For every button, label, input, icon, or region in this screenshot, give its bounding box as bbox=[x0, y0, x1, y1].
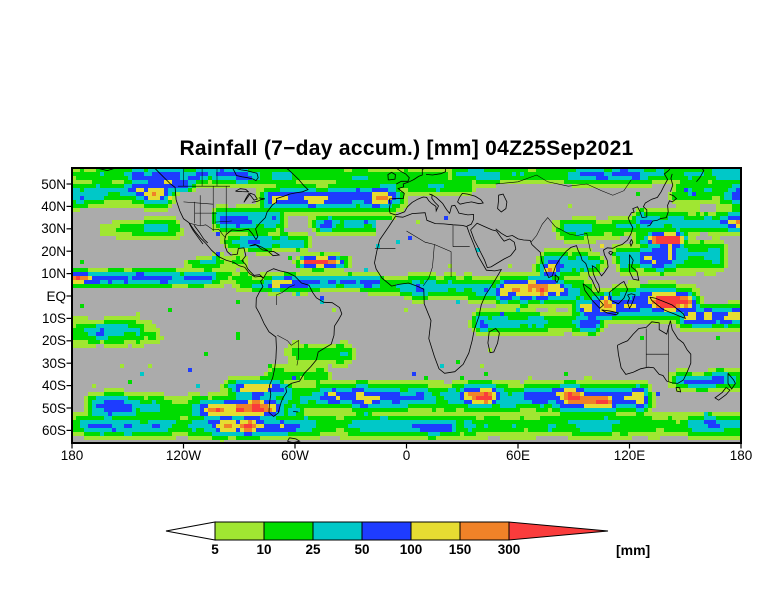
border-path bbox=[276, 284, 296, 305]
colorbar-tick-label: 10 bbox=[256, 542, 272, 557]
coastline-path bbox=[675, 387, 682, 393]
border-path bbox=[422, 266, 433, 287]
lon-tick-label: 60E bbox=[505, 448, 531, 463]
coastline-path bbox=[608, 250, 614, 256]
world-rainfall-map bbox=[66, 167, 742, 449]
coastline-path bbox=[629, 254, 640, 281]
coastline-path bbox=[188, 223, 204, 245]
coastline-path bbox=[287, 437, 301, 443]
border-path bbox=[406, 230, 435, 245]
political-borders-layer bbox=[177, 168, 669, 382]
lon-tick-label: 120W bbox=[165, 448, 202, 463]
coastline-path bbox=[232, 168, 259, 182]
colorbar-tick-label: 5 bbox=[211, 542, 219, 557]
lat-tick-label: 50S bbox=[41, 400, 66, 416]
coastline-path bbox=[293, 411, 299, 413]
border-path bbox=[189, 222, 226, 239]
coastline-path bbox=[608, 280, 629, 305]
coastline-path bbox=[627, 293, 636, 310]
coastline-path bbox=[388, 193, 475, 227]
border-path bbox=[495, 174, 632, 196]
lat-tick-label: 20N bbox=[41, 243, 66, 259]
coastline-path bbox=[497, 193, 508, 213]
coastline-path bbox=[255, 268, 343, 418]
coastline-path bbox=[495, 168, 671, 294]
rainfall-layer bbox=[72, 168, 741, 443]
border-path bbox=[530, 217, 591, 252]
border-path bbox=[215, 220, 232, 223]
colorbar-segment bbox=[410, 521, 461, 541]
lon-tick-label: 120E bbox=[613, 448, 646, 463]
lon-tick-label: 180 bbox=[60, 448, 84, 463]
colorbar-tick-label: 150 bbox=[448, 542, 472, 557]
colorbar-segment bbox=[263, 521, 314, 541]
colorbar-unit-label: [mm] bbox=[616, 542, 651, 558]
coastline-path bbox=[374, 212, 503, 374]
lat-tick-label: 60S bbox=[41, 422, 66, 438]
lat-tick-label: 10S bbox=[41, 310, 66, 326]
coastline-path bbox=[470, 222, 517, 269]
colorbar-right-arrow bbox=[508, 521, 609, 541]
lat-tick-label: 40S bbox=[41, 378, 66, 394]
coastline-path bbox=[251, 197, 265, 203]
coastline-path bbox=[395, 168, 410, 185]
coastline-path bbox=[387, 171, 396, 181]
colorbar-tick-label: 100 bbox=[399, 542, 423, 557]
lat-tick-label: 30N bbox=[41, 221, 66, 237]
lat-tick-label: 50N bbox=[41, 176, 66, 192]
coastline-path bbox=[714, 387, 731, 401]
colorbar-tick-label: 25 bbox=[305, 542, 321, 557]
border-path bbox=[432, 244, 435, 267]
colorbar-left-arrow bbox=[165, 521, 216, 541]
plot-title: Rainfall (7−day accum.) [mm] 04Z25Sep202… bbox=[179, 137, 634, 160]
colorbar-segment bbox=[361, 521, 412, 541]
colorbar-segment bbox=[214, 521, 265, 541]
lat-tick-label: 10N bbox=[41, 266, 66, 282]
coastline-path bbox=[670, 173, 674, 192]
coastline-path bbox=[193, 224, 208, 244]
border-path bbox=[434, 244, 452, 252]
border-path bbox=[296, 340, 299, 366]
rainfall-colorbar bbox=[165, 521, 609, 541]
colorbar-tick-label: 50 bbox=[354, 542, 370, 557]
coastline-path bbox=[249, 243, 269, 252]
coastline-path bbox=[224, 168, 309, 279]
coastline-path bbox=[235, 188, 250, 193]
coastline-path bbox=[554, 274, 560, 284]
colorbar-segment bbox=[312, 521, 363, 541]
coastline-path bbox=[425, 168, 446, 176]
coastline-path bbox=[582, 283, 605, 309]
coastline-path bbox=[601, 309, 620, 316]
colorbar-segment bbox=[459, 521, 510, 541]
lat-tick-label: 20S bbox=[41, 333, 66, 349]
coastline-path bbox=[389, 168, 426, 200]
lat-tick-label: 30S bbox=[41, 355, 66, 371]
coastline-path bbox=[649, 296, 687, 320]
coastline-path bbox=[243, 192, 258, 203]
lon-tick-label: 60W bbox=[281, 448, 309, 463]
lon-tick-label: 0 bbox=[402, 448, 411, 463]
lon-tick-label: 180 bbox=[729, 448, 753, 463]
coastline-path bbox=[629, 239, 634, 248]
coastlines-layer bbox=[97, 168, 736, 443]
coastline-path bbox=[97, 168, 264, 279]
coastline-path bbox=[617, 320, 692, 384]
lat-tick-label: 40N bbox=[41, 198, 66, 214]
coastline-path bbox=[457, 192, 484, 205]
coastline-path bbox=[268, 250, 281, 257]
lat-tick-label: EQ bbox=[46, 288, 66, 304]
coastline-path bbox=[696, 168, 705, 183]
border-path bbox=[183, 201, 214, 205]
coastline-path bbox=[727, 373, 736, 390]
colorbar-tick-label: 300 bbox=[497, 542, 521, 557]
coastline-path bbox=[647, 193, 678, 227]
coastline-path bbox=[487, 327, 500, 354]
border-path bbox=[277, 334, 299, 346]
